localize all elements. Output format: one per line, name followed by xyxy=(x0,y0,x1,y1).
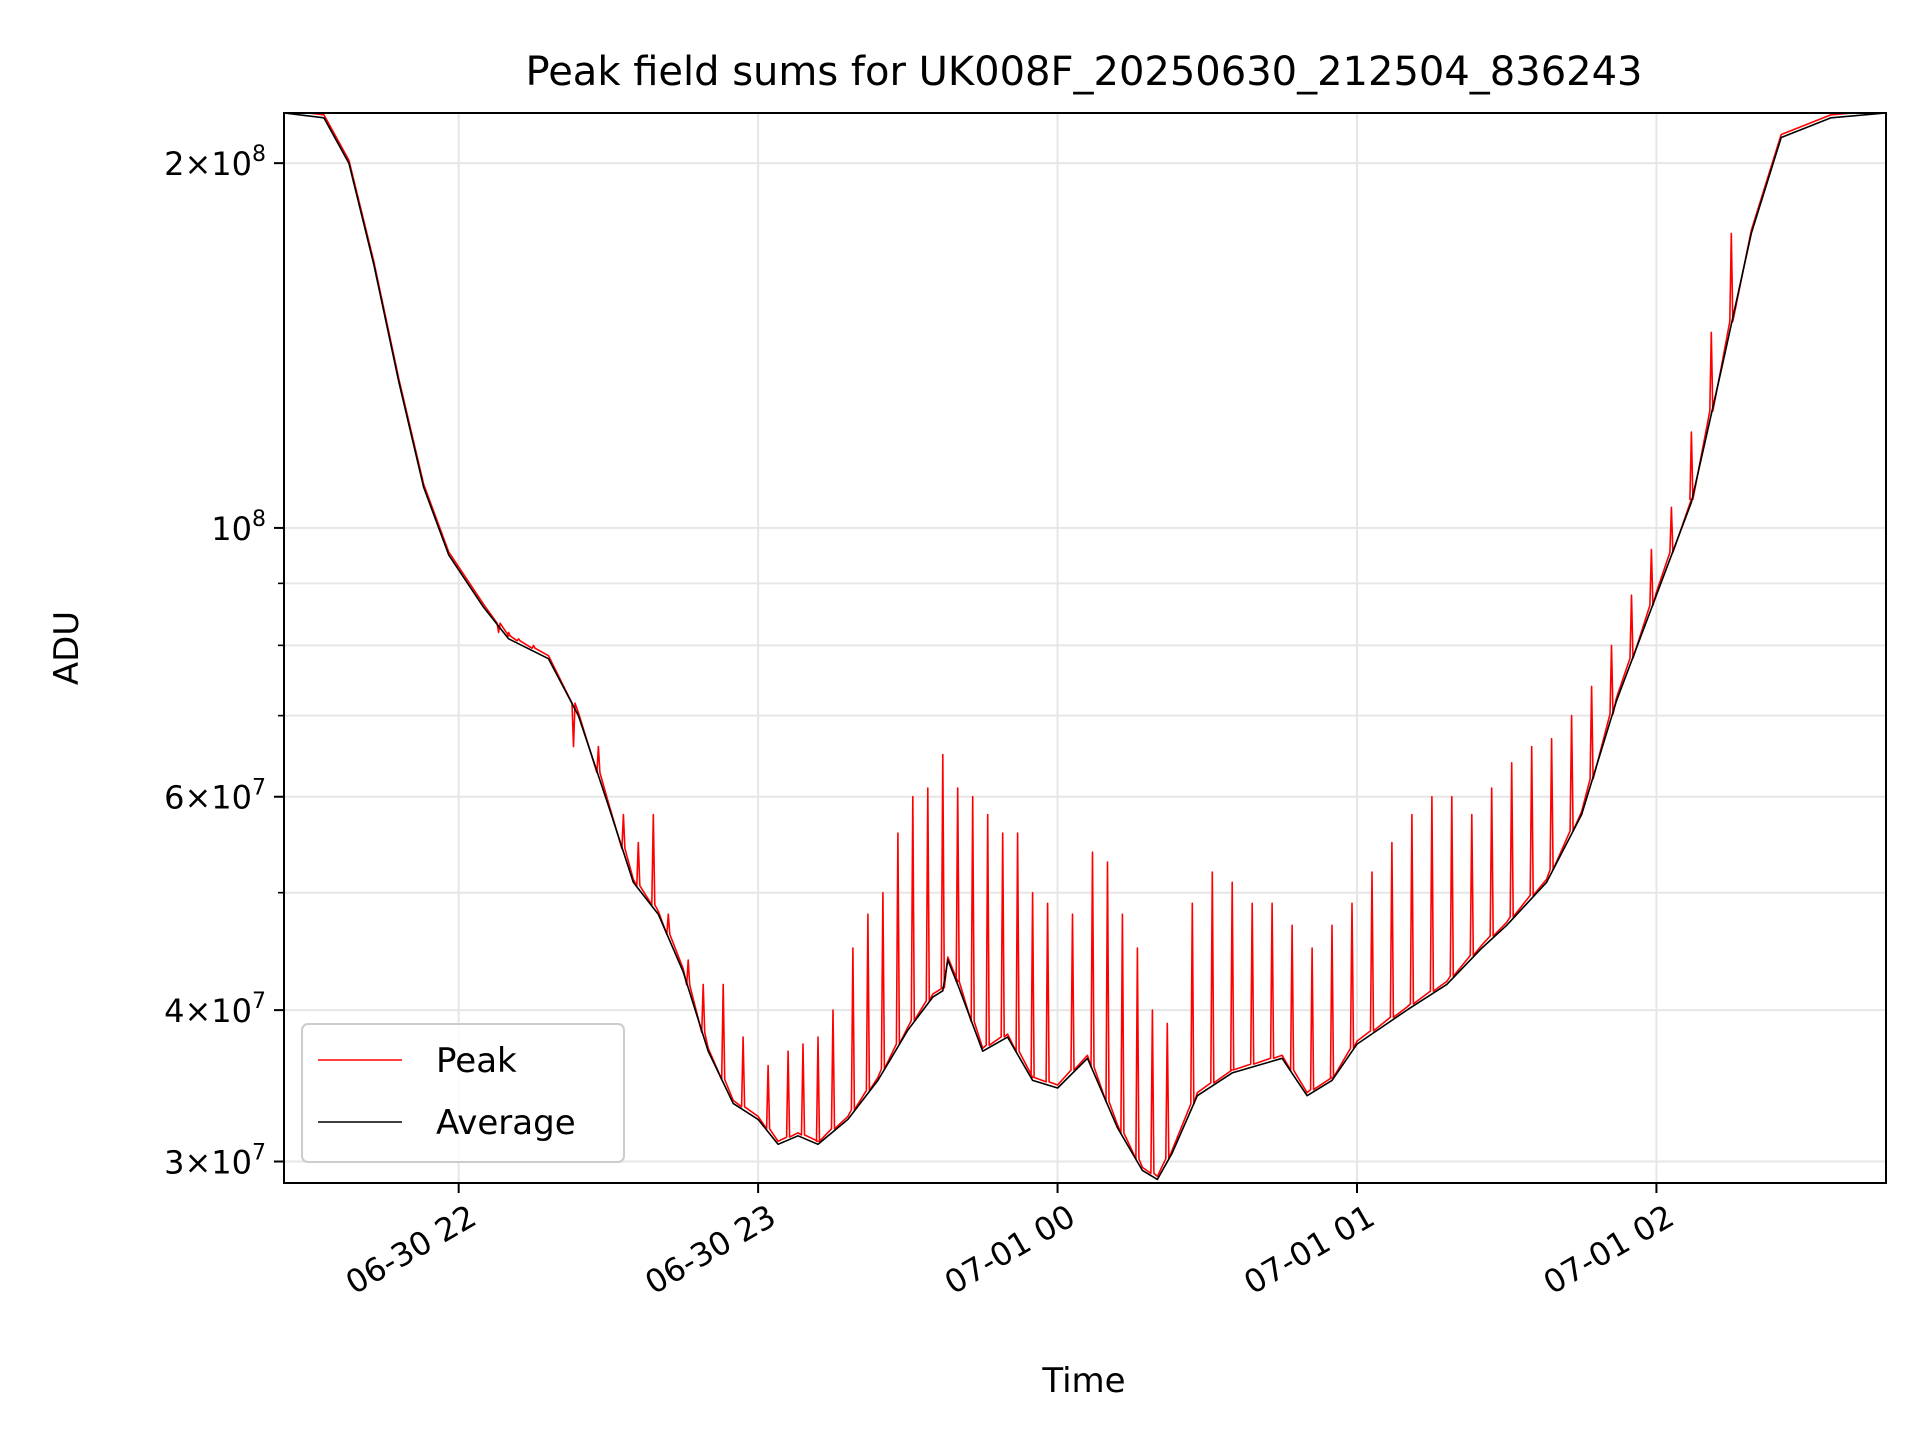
plot-area-frame xyxy=(283,112,1887,1184)
peak-series-line xyxy=(302,113,1861,1178)
legend-label-peak: Peak xyxy=(436,1041,517,1081)
legend-box xyxy=(301,1023,625,1163)
legend: Peak Average xyxy=(301,1023,625,1163)
y-tick-label: 6×107 xyxy=(164,776,266,817)
average-series-line xyxy=(284,113,1886,1181)
chart-title: Peak field sums for UK008F_20250630_2125… xyxy=(526,49,1643,95)
grid-layer xyxy=(284,113,1886,1183)
x-axis-label: Time xyxy=(1041,1361,1125,1401)
y-tick-label: 2×108 xyxy=(164,142,266,183)
y-axis-label: ADU xyxy=(47,611,87,685)
series-layer xyxy=(284,113,1886,1181)
y-tick-label: 108 xyxy=(211,507,266,548)
legend-label-average: Average xyxy=(436,1103,576,1143)
y-tick-label: 4×107 xyxy=(164,989,266,1030)
y-tick-label: 3×107 xyxy=(164,1141,266,1182)
